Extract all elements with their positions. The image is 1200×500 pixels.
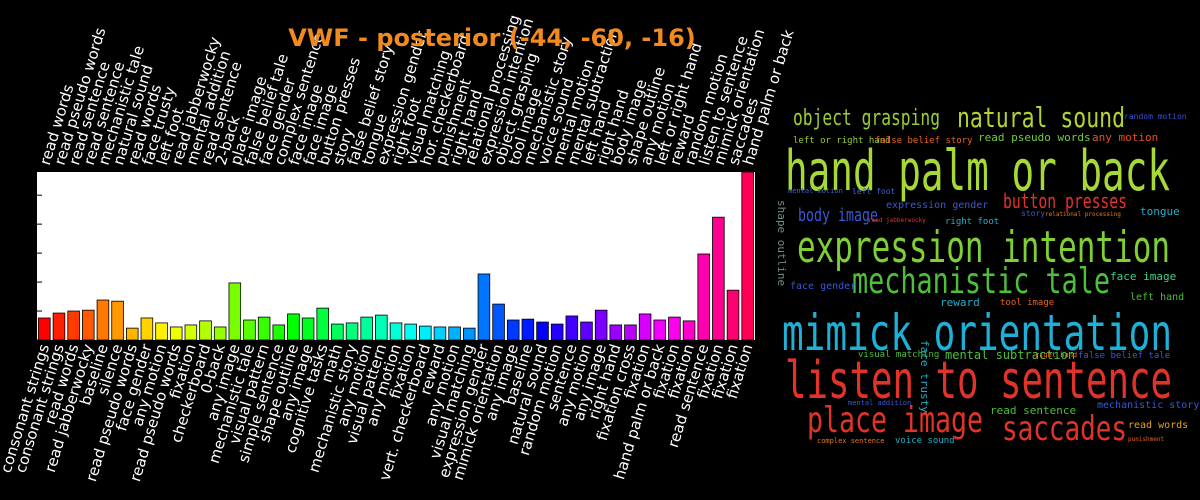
bar xyxy=(301,317,315,341)
bar xyxy=(184,324,198,341)
word: false belief story xyxy=(875,136,973,146)
word: random motion xyxy=(1124,112,1187,121)
bar xyxy=(331,323,344,341)
word: listen to sentence xyxy=(785,351,1172,411)
word: tool image xyxy=(1000,298,1054,308)
bar xyxy=(492,303,505,341)
word: body image xyxy=(798,205,878,226)
bar xyxy=(345,322,359,341)
bar xyxy=(140,317,154,341)
bar xyxy=(565,315,579,341)
word: mental motion xyxy=(788,187,843,195)
bar xyxy=(521,318,535,341)
bar xyxy=(38,317,51,341)
word: object grasping xyxy=(793,106,940,131)
bar xyxy=(243,319,256,341)
word: false belief tale xyxy=(1078,351,1170,361)
word: left foot xyxy=(852,187,896,196)
word: any motion xyxy=(1092,131,1158,144)
bar-group xyxy=(37,171,754,341)
word: read sentence xyxy=(990,404,1076,417)
word: read jabberwocky xyxy=(868,217,926,224)
bar xyxy=(96,299,110,341)
bar xyxy=(82,309,95,341)
word-cloud: object grasping natural sound random motio… xyxy=(775,101,1199,449)
word: place image xyxy=(807,400,983,441)
bar xyxy=(638,313,652,341)
word: left hand xyxy=(1130,292,1184,303)
word: expression gender xyxy=(886,200,988,211)
bar xyxy=(741,171,754,341)
bar xyxy=(111,300,124,341)
bar xyxy=(155,322,168,341)
bar xyxy=(433,326,447,341)
chart-title: VWF - posterior (-44, -60, -16) xyxy=(288,24,696,52)
word: relational processing xyxy=(1045,211,1121,218)
word: mechanistic tale xyxy=(852,261,1110,302)
bar xyxy=(389,322,403,341)
word: punishment xyxy=(1128,436,1165,443)
word: face trusty xyxy=(918,340,931,413)
bar xyxy=(726,289,740,341)
bar xyxy=(550,323,564,341)
bar xyxy=(169,326,183,341)
word: button presses xyxy=(1003,189,1127,213)
word: mimick orientation xyxy=(782,304,1172,362)
bar xyxy=(228,282,242,341)
bar xyxy=(199,320,212,341)
bar xyxy=(52,312,66,341)
word: face gender xyxy=(790,281,856,292)
bar xyxy=(712,216,725,341)
plot-area xyxy=(37,172,755,340)
word: tongue xyxy=(1140,205,1180,218)
word: mental addition xyxy=(848,399,911,407)
word: left or right hand xyxy=(793,136,891,146)
bar xyxy=(463,327,476,341)
bar xyxy=(360,316,373,341)
bar xyxy=(536,321,549,341)
bar xyxy=(624,324,637,341)
word: hand palm or back xyxy=(785,139,1170,204)
bar xyxy=(419,325,432,341)
bar xyxy=(375,314,388,341)
word: read words xyxy=(1128,420,1188,431)
bar xyxy=(125,327,139,341)
word: right hand xyxy=(1035,351,1077,359)
bar xyxy=(653,319,667,341)
bar xyxy=(213,326,227,341)
bar xyxy=(287,313,300,341)
word: mental subtraction xyxy=(945,348,1075,362)
bar xyxy=(682,320,696,341)
bar xyxy=(448,326,461,341)
bar xyxy=(272,324,286,341)
bar xyxy=(404,323,417,341)
word: natural sound xyxy=(957,101,1125,134)
word: voice sound xyxy=(895,436,955,446)
word: reward xyxy=(940,296,980,309)
bar xyxy=(506,319,520,341)
word: visual matching xyxy=(858,350,939,360)
word: right foot xyxy=(945,217,999,227)
bar xyxy=(316,307,329,341)
word: saccades xyxy=(1002,409,1127,449)
bar xyxy=(668,316,681,341)
bar xyxy=(697,253,710,341)
bar xyxy=(257,316,271,341)
word: face image xyxy=(1110,270,1176,283)
bar xyxy=(67,310,80,341)
bar xyxy=(594,309,608,341)
word: story xyxy=(1021,209,1045,218)
bar xyxy=(477,273,491,341)
bar xyxy=(609,324,623,341)
word: read pseudo words xyxy=(978,131,1091,144)
word: mechanistic story xyxy=(1097,400,1199,411)
word: expression intention xyxy=(797,222,1170,273)
bar xyxy=(580,321,593,341)
word: complex sentence xyxy=(817,437,884,445)
word: shape outline xyxy=(775,200,788,286)
